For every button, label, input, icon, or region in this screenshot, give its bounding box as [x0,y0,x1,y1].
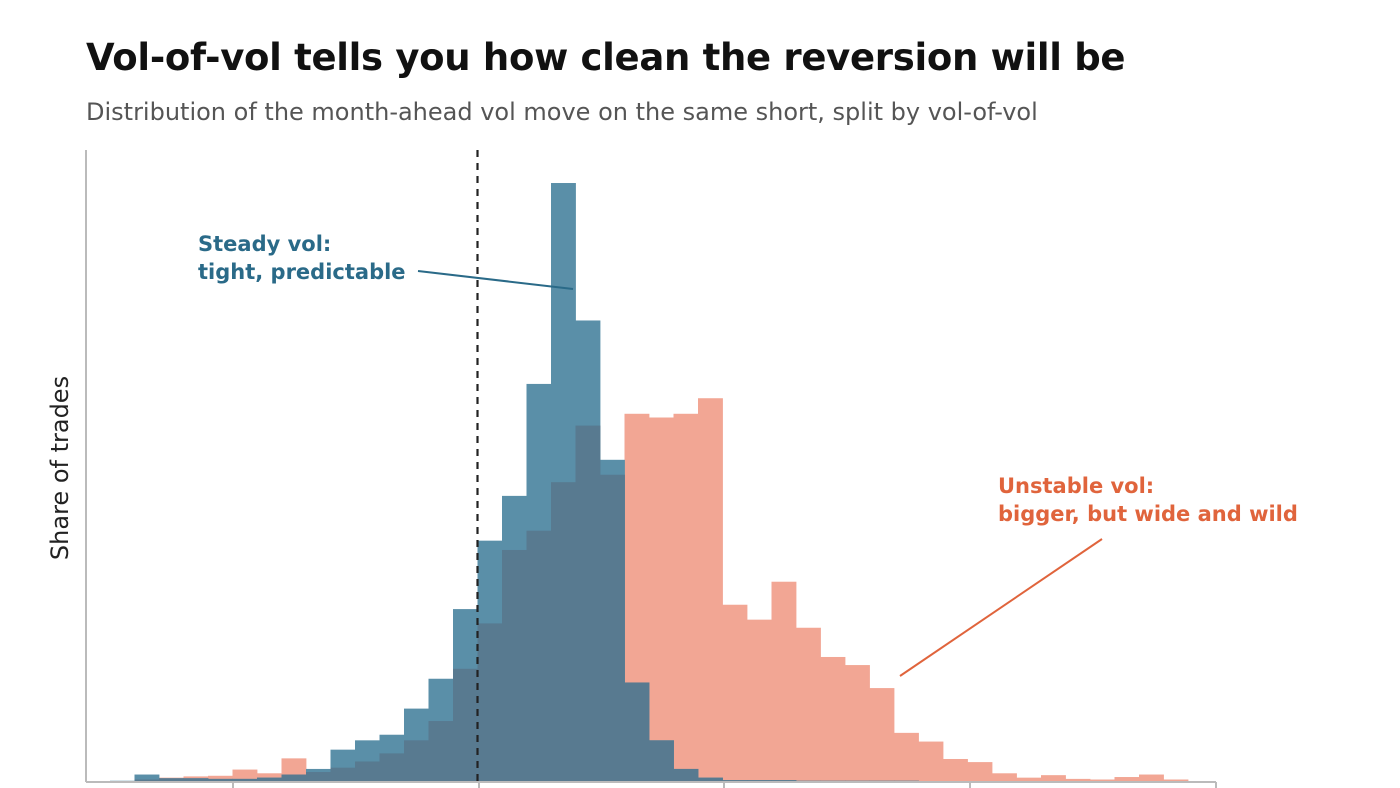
overlap-bar-13 [428,721,454,782]
overlap-bar-23 [673,768,699,782]
overlap-bar-1 [134,779,160,782]
x-axis-ticks [232,782,1217,788]
overlap-bar-11 [379,753,405,782]
unstable-annotation-leader [899,538,1103,677]
unstable-bar-33 [918,741,944,782]
unstable-bar-40 [1090,779,1115,782]
overlap-bar-5 [232,778,258,782]
unstable-bar-43 [1163,779,1189,782]
overlap-bar-20 [600,474,625,782]
unstable-annotation-line-2: bigger, but wide and wild [998,502,1298,526]
unstable-bar-23 [673,413,699,782]
unstable-bar-42 [1139,774,1164,782]
overlap-bars [134,425,1042,782]
unstable-bar-24 [698,398,723,782]
overlap-bar-4 [208,778,233,782]
overlap-bar-12 [404,740,429,782]
overlap-bar-3 [183,778,209,782]
unstable-bar-34 [943,758,968,782]
overlap-bar-17 [526,530,552,782]
chart-subtitle: Distribution of the month-ahead vol move… [86,98,1038,126]
overlap-bar-10 [355,761,380,782]
overlap-bar-15 [477,623,503,782]
unstable-bar-38 [1041,775,1066,782]
unstable-bar-32 [894,732,919,782]
steady-bar-1 [134,774,160,782]
unstable-bar-25 [722,604,748,782]
overlap-bar-21 [624,682,650,782]
unstable-bar-22 [649,417,674,782]
unstable-bar-36 [992,773,1017,782]
overlap-bar-8 [306,772,331,782]
overlap-bar-24 [698,777,723,782]
unstable-bar-26 [747,619,772,782]
unstable-bar-37 [1016,777,1042,782]
unstable-vol-bars [134,398,1189,782]
overlap-bar-16 [502,549,527,782]
unstable-bar-30 [845,665,870,782]
unstable-annotation-line-1: Unstable vol: [998,474,1154,498]
unstable-bar-41 [1114,777,1140,782]
steady-annotation-line-1: Steady vol: [198,232,331,256]
unstable-bar-35 [967,762,993,782]
overlap-bar-14 [453,668,478,782]
overlap-bar-19 [575,425,601,782]
unstable-bar-28 [796,627,821,782]
overlap-bar-22 [649,740,674,782]
unstable-bar-27 [771,581,797,782]
unstable-bar-31 [869,688,895,782]
y-axis-label: Share of trades [46,376,74,560]
overlap-bar-9 [330,767,356,782]
unstable-bar-29 [820,656,846,782]
unstable-bar-39 [1065,778,1091,782]
chart-title: Vol-of-vol tells you how clean the rever… [86,36,1126,79]
steady-annotation-line-2: tight, predictable [198,260,406,284]
overlap-bar-18 [551,482,576,782]
overlap-bar-7 [281,774,307,782]
overlap-bar-6 [257,777,282,782]
steady-annotation-leader [417,270,574,290]
overlap-bar-2 [159,778,184,782]
